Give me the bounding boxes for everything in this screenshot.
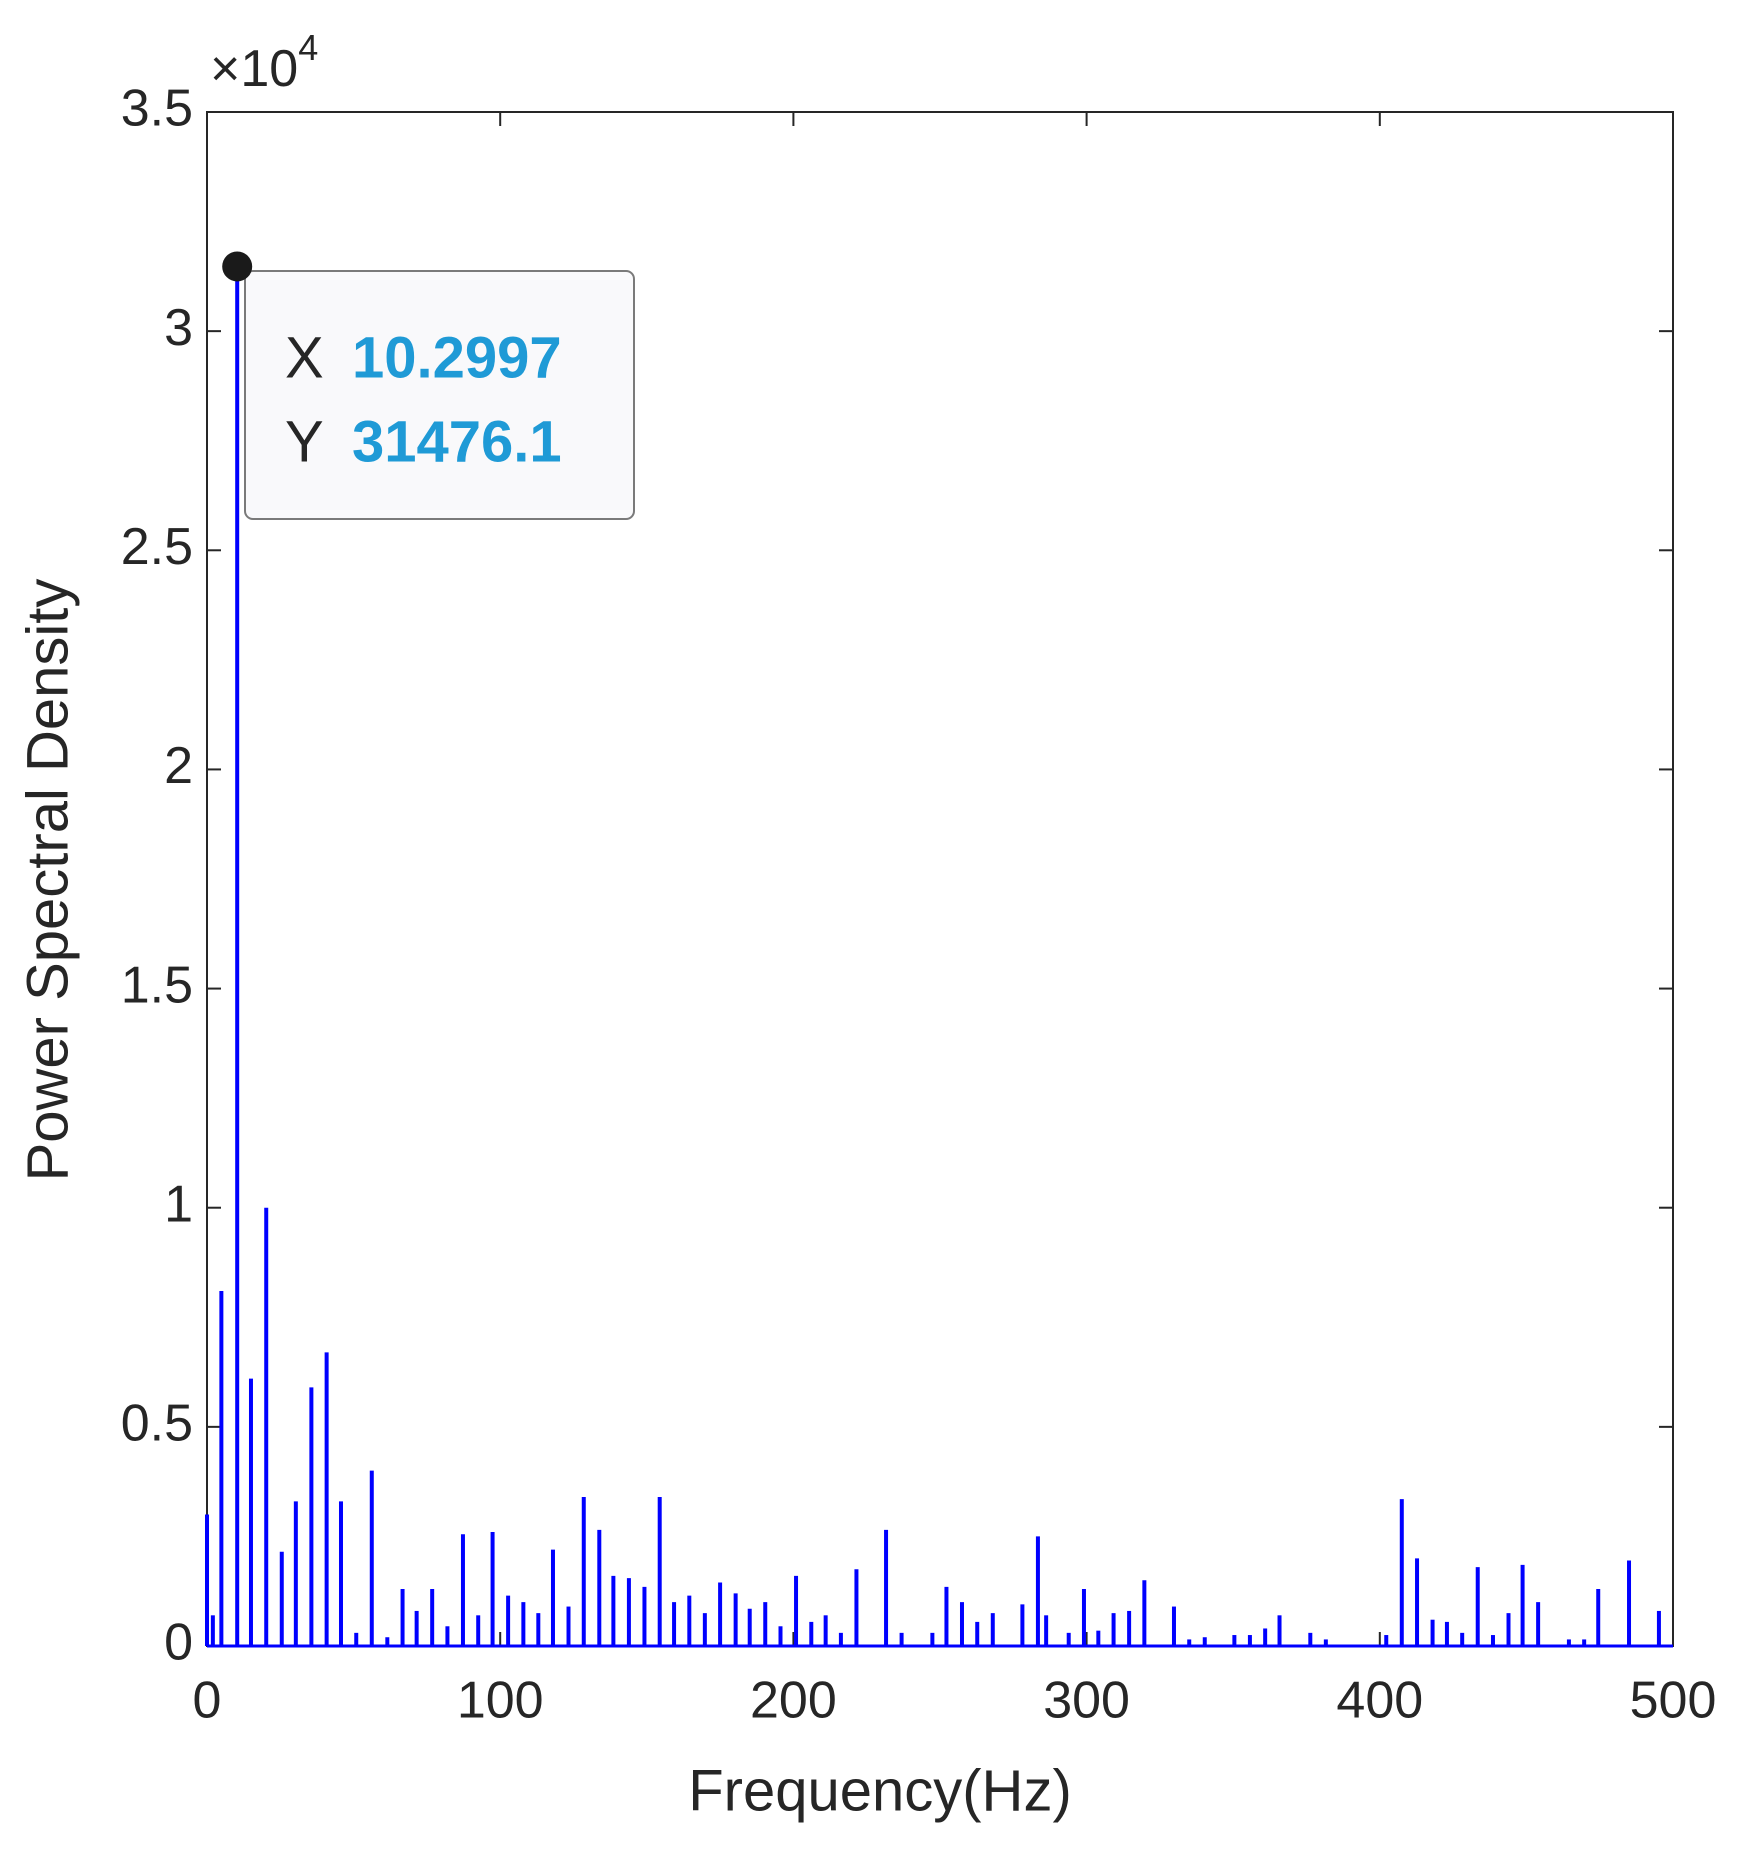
y-tick-label: 2.5: [121, 518, 193, 576]
y-axis-label: Power Spectral Density: [15, 579, 80, 1182]
y-tick-label: 2: [164, 737, 193, 795]
y-multiplier-base: ×10: [210, 40, 298, 98]
y-tick-label: 3.5: [121, 80, 193, 138]
x-tick-label: 500: [1630, 1672, 1717, 1730]
x-tick-label: 0: [193, 1672, 222, 1730]
datatip-y-value: 31476.1: [352, 409, 562, 474]
y-multiplier-exponent: 4: [298, 27, 318, 68]
y-tick-label: 1.5: [121, 956, 193, 1014]
datatip-x-label: X: [285, 325, 324, 390]
y-tick-label: 1: [164, 1175, 193, 1233]
x-tick-label: 100: [457, 1672, 544, 1730]
x-tick-label: 400: [1336, 1672, 1423, 1730]
y-tick-label: 0: [164, 1614, 193, 1672]
y-tick-label: 3: [164, 299, 193, 357]
y-multiplier: ×104: [210, 27, 318, 98]
y-tick-label: 0.5: [121, 1395, 193, 1453]
x-tick-label: 200: [750, 1672, 837, 1730]
datatip-y-label: Y: [285, 409, 324, 474]
datatip-marker: [222, 251, 253, 282]
x-tick-label: 300: [1043, 1672, 1130, 1730]
datatip-box: [244, 270, 635, 520]
x-axis-label: Frequency(Hz): [688, 1758, 1072, 1823]
datatip-x-value: 10.2997: [352, 325, 562, 390]
